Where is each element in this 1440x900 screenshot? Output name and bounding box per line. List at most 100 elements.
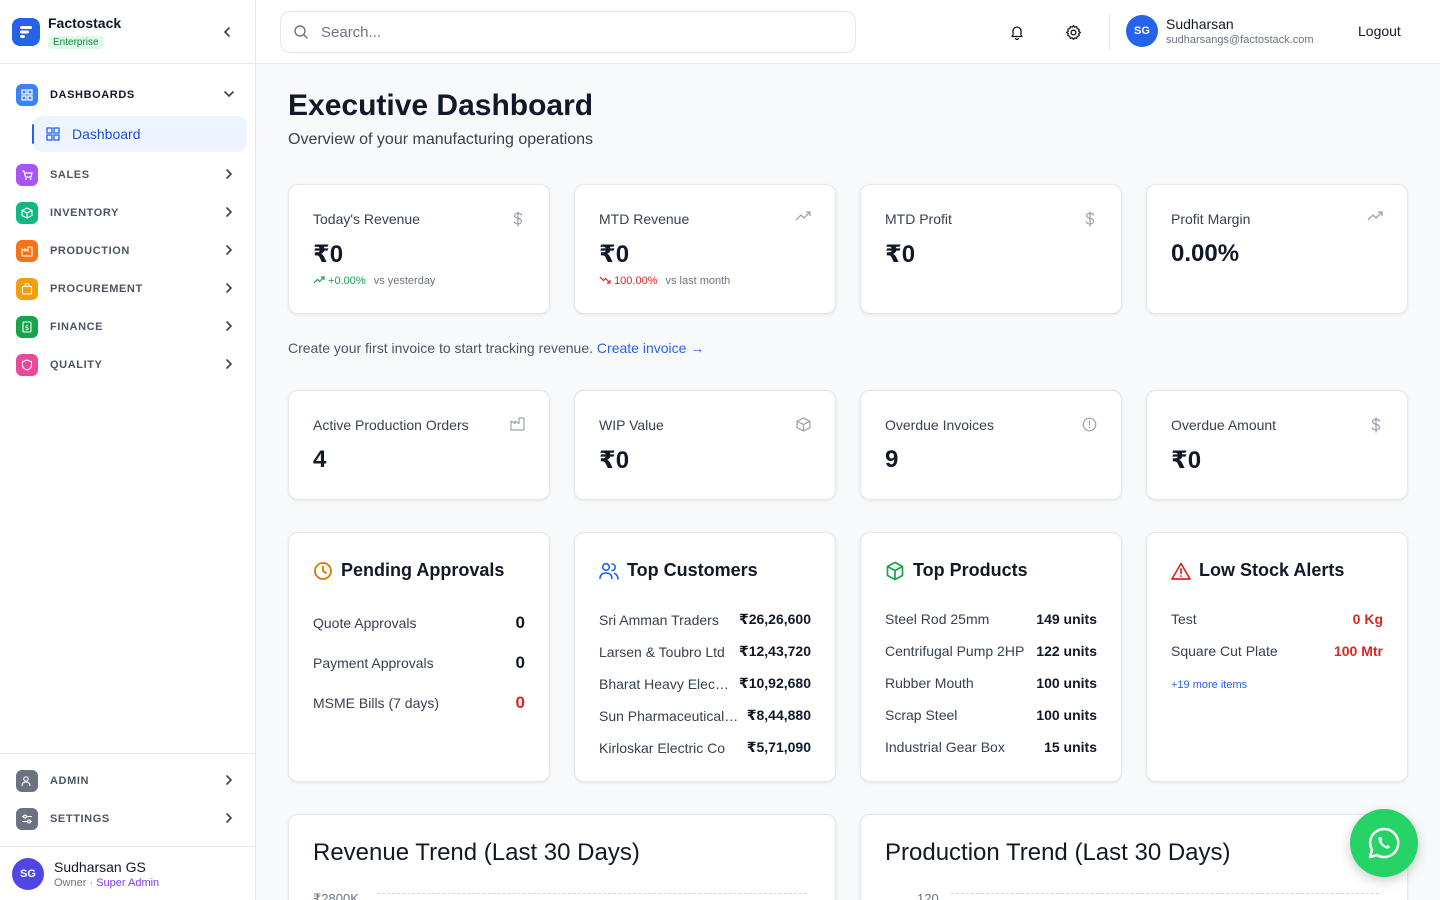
panel-title: Top Customers	[599, 560, 758, 581]
row-label: Industrial Gear Box	[885, 739, 1005, 755]
row-label: Kirloskar Electric Co	[599, 739, 726, 756]
row-label: Sri Amman Traders	[599, 611, 719, 628]
row-value: 100 units	[1036, 675, 1097, 691]
top-customers-panel: Top Customers Sri Amman Traders ₹26,26,60…	[574, 532, 836, 782]
row-label: Scrap Steel	[885, 707, 958, 723]
sidebar-group-sales[interactable]: SALES	[8, 156, 247, 194]
row-value: 0 Kg	[1352, 611, 1383, 627]
svg-text:$: $	[25, 324, 29, 332]
chevron-right-icon	[223, 358, 235, 373]
dollar-icon: $	[16, 316, 38, 338]
panel-title-text: Pending Approvals	[341, 560, 505, 580]
sidebar-user-card[interactable]: SG Sudharsan GS Owner · Super Admin	[0, 846, 255, 900]
dollar-icon	[1369, 417, 1383, 433]
row-label: Quote Approvals	[313, 615, 417, 631]
brand-name: Factostack	[48, 14, 122, 31]
chevron-right-icon	[223, 244, 235, 259]
search-box[interactable]	[280, 11, 856, 53]
row-value: 149 units	[1036, 611, 1097, 627]
approval-row[interactable]: Quote Approvals 0	[313, 613, 525, 633]
kpi-label: Active Production Orders	[313, 417, 469, 433]
more-items-link[interactable]: +19 more items	[1171, 679, 1248, 691]
row-label: MSME Bills (7 days)	[313, 695, 440, 711]
sidebar-group-production[interactable]: PRODUCTION	[8, 232, 247, 270]
warning-triangle-icon	[1171, 562, 1191, 580]
user-name: Sudharsan GS	[54, 858, 146, 875]
notifications-button[interactable]	[1005, 20, 1029, 44]
row-value: 15 units	[1044, 739, 1097, 755]
panel-title: Pending Approvals	[313, 560, 504, 581]
stock-alert-row[interactable]: Test 0 Kg	[1171, 611, 1383, 627]
panel-title: Top Products	[885, 560, 1028, 581]
production-trend-chart: Production Trend (Last 30 Days) 120	[860, 814, 1408, 900]
chevron-right-icon	[223, 282, 235, 297]
chevron-left-icon	[223, 27, 230, 37]
bag-icon	[16, 278, 38, 300]
kpi-label: Profit Margin	[1171, 211, 1251, 227]
kpi-card-mtd-revenue: MTD Revenue ₹0 100.00% vs last month	[574, 184, 836, 314]
chevron-down-icon	[223, 88, 235, 103]
brand-header: Factostack Enterprise	[0, 0, 255, 64]
search-input[interactable]	[321, 23, 821, 41]
kpi-label: WIP Value	[599, 417, 664, 433]
chevron-right-icon	[223, 168, 235, 183]
approval-row[interactable]: MSME Bills (7 days) 0	[313, 693, 525, 713]
settings-button[interactable]	[1061, 20, 1085, 44]
clock-icon	[313, 561, 333, 581]
row-label: Centrifugal Pump 2HP	[885, 643, 1025, 659]
sidebar-item-label: Dashboard	[72, 126, 141, 142]
chevron-right-icon	[223, 812, 235, 827]
row-label: Payment Approvals	[313, 655, 434, 671]
product-row[interactable]: Scrap Steel 100 units	[885, 707, 1097, 723]
sidebar-group-finance[interactable]: $ FINANCE	[8, 308, 247, 346]
pending-approvals-panel: Pending Approvals Quote Approvals 0 Payme…	[288, 532, 550, 782]
kpi-value: 9	[885, 446, 899, 473]
chevron-right-icon	[223, 774, 235, 789]
sidebar-group-quality[interactable]: QUALITY	[8, 346, 247, 384]
customer-row[interactable]: Larsen & Toubro Ltd ₹12,43,720	[599, 643, 811, 660]
product-row[interactable]: Centrifugal Pump 2HP 122 units	[885, 643, 1097, 659]
stock-alert-row[interactable]: Square Cut Plate 100 Mtr	[1171, 643, 1383, 659]
sidebar-group-label: SETTINGS	[50, 813, 110, 825]
kpi-value: ₹0	[313, 241, 344, 268]
empty-revenue-hint: Create your first invoice to start track…	[288, 340, 704, 356]
row-value: ₹26,26,600	[738, 611, 811, 627]
kpi-value: 4	[313, 446, 327, 473]
page-subtitle: Overview of your manufacturing operation…	[288, 131, 594, 148]
product-row[interactable]: Industrial Gear Box 15 units	[885, 739, 1097, 755]
header-profile[interactable]: SG Sudharsan sudharsangs@factostack.com	[1126, 15, 1314, 47]
customer-row[interactable]: Kirloskar Electric Co ₹5,71,090	[599, 739, 811, 756]
y-axis-tick: ₹2800K	[313, 891, 359, 900]
change-value: +0.00%	[328, 275, 366, 287]
alert-circle-icon	[1082, 417, 1097, 432]
product-row[interactable]: Rubber Mouth 100 units	[885, 675, 1097, 691]
sidebar-group-inventory[interactable]: INVENTORY	[8, 194, 247, 232]
approval-row[interactable]: Payment Approvals 0	[313, 653, 525, 673]
sidebar-group-settings[interactable]: SETTINGS	[8, 800, 247, 838]
collapse-sidebar-button[interactable]	[217, 22, 237, 42]
kpi-value: ₹0	[599, 241, 630, 268]
product-row[interactable]: Steel Rod 25mm 149 units	[885, 611, 1097, 627]
sidebar-group-dashboards[interactable]: DASHBOARDS	[8, 76, 247, 114]
logout-button[interactable]: Logout	[1358, 23, 1401, 39]
kpi-card-todays-revenue: Today's Revenue ₹0 +0.00% vs yesterday	[288, 184, 550, 314]
y-axis-tick: 120	[917, 891, 939, 900]
row-value: 0	[515, 693, 525, 712]
customer-row[interactable]: Sun Pharmaceutical ... ₹8,44,880	[599, 707, 811, 724]
row-value: 0	[515, 653, 525, 672]
trending-up-icon	[1367, 211, 1383, 221]
sidebar-group-procurement[interactable]: PROCUREMENT	[8, 270, 247, 308]
create-invoice-link[interactable]: Create invoice →	[596, 340, 705, 356]
factory-icon	[510, 417, 525, 431]
row-label: Bharat Heavy Electri...	[599, 675, 731, 692]
whatsapp-chat-button[interactable]	[1350, 809, 1418, 877]
row-value: 100 units	[1036, 707, 1097, 723]
kpi-label: MTD Revenue	[599, 211, 690, 227]
sidebar-group-admin[interactable]: ADMIN	[8, 762, 247, 800]
trending-down-icon	[599, 276, 611, 284]
dashboard-icon	[16, 84, 38, 106]
sidebar-item-dashboard[interactable]: Dashboard	[32, 116, 247, 152]
customer-row[interactable]: Sri Amman Traders ₹26,26,600	[599, 611, 811, 628]
customer-row[interactable]: Bharat Heavy Electri... ₹10,92,680	[599, 675, 811, 692]
package-icon	[885, 561, 905, 581]
